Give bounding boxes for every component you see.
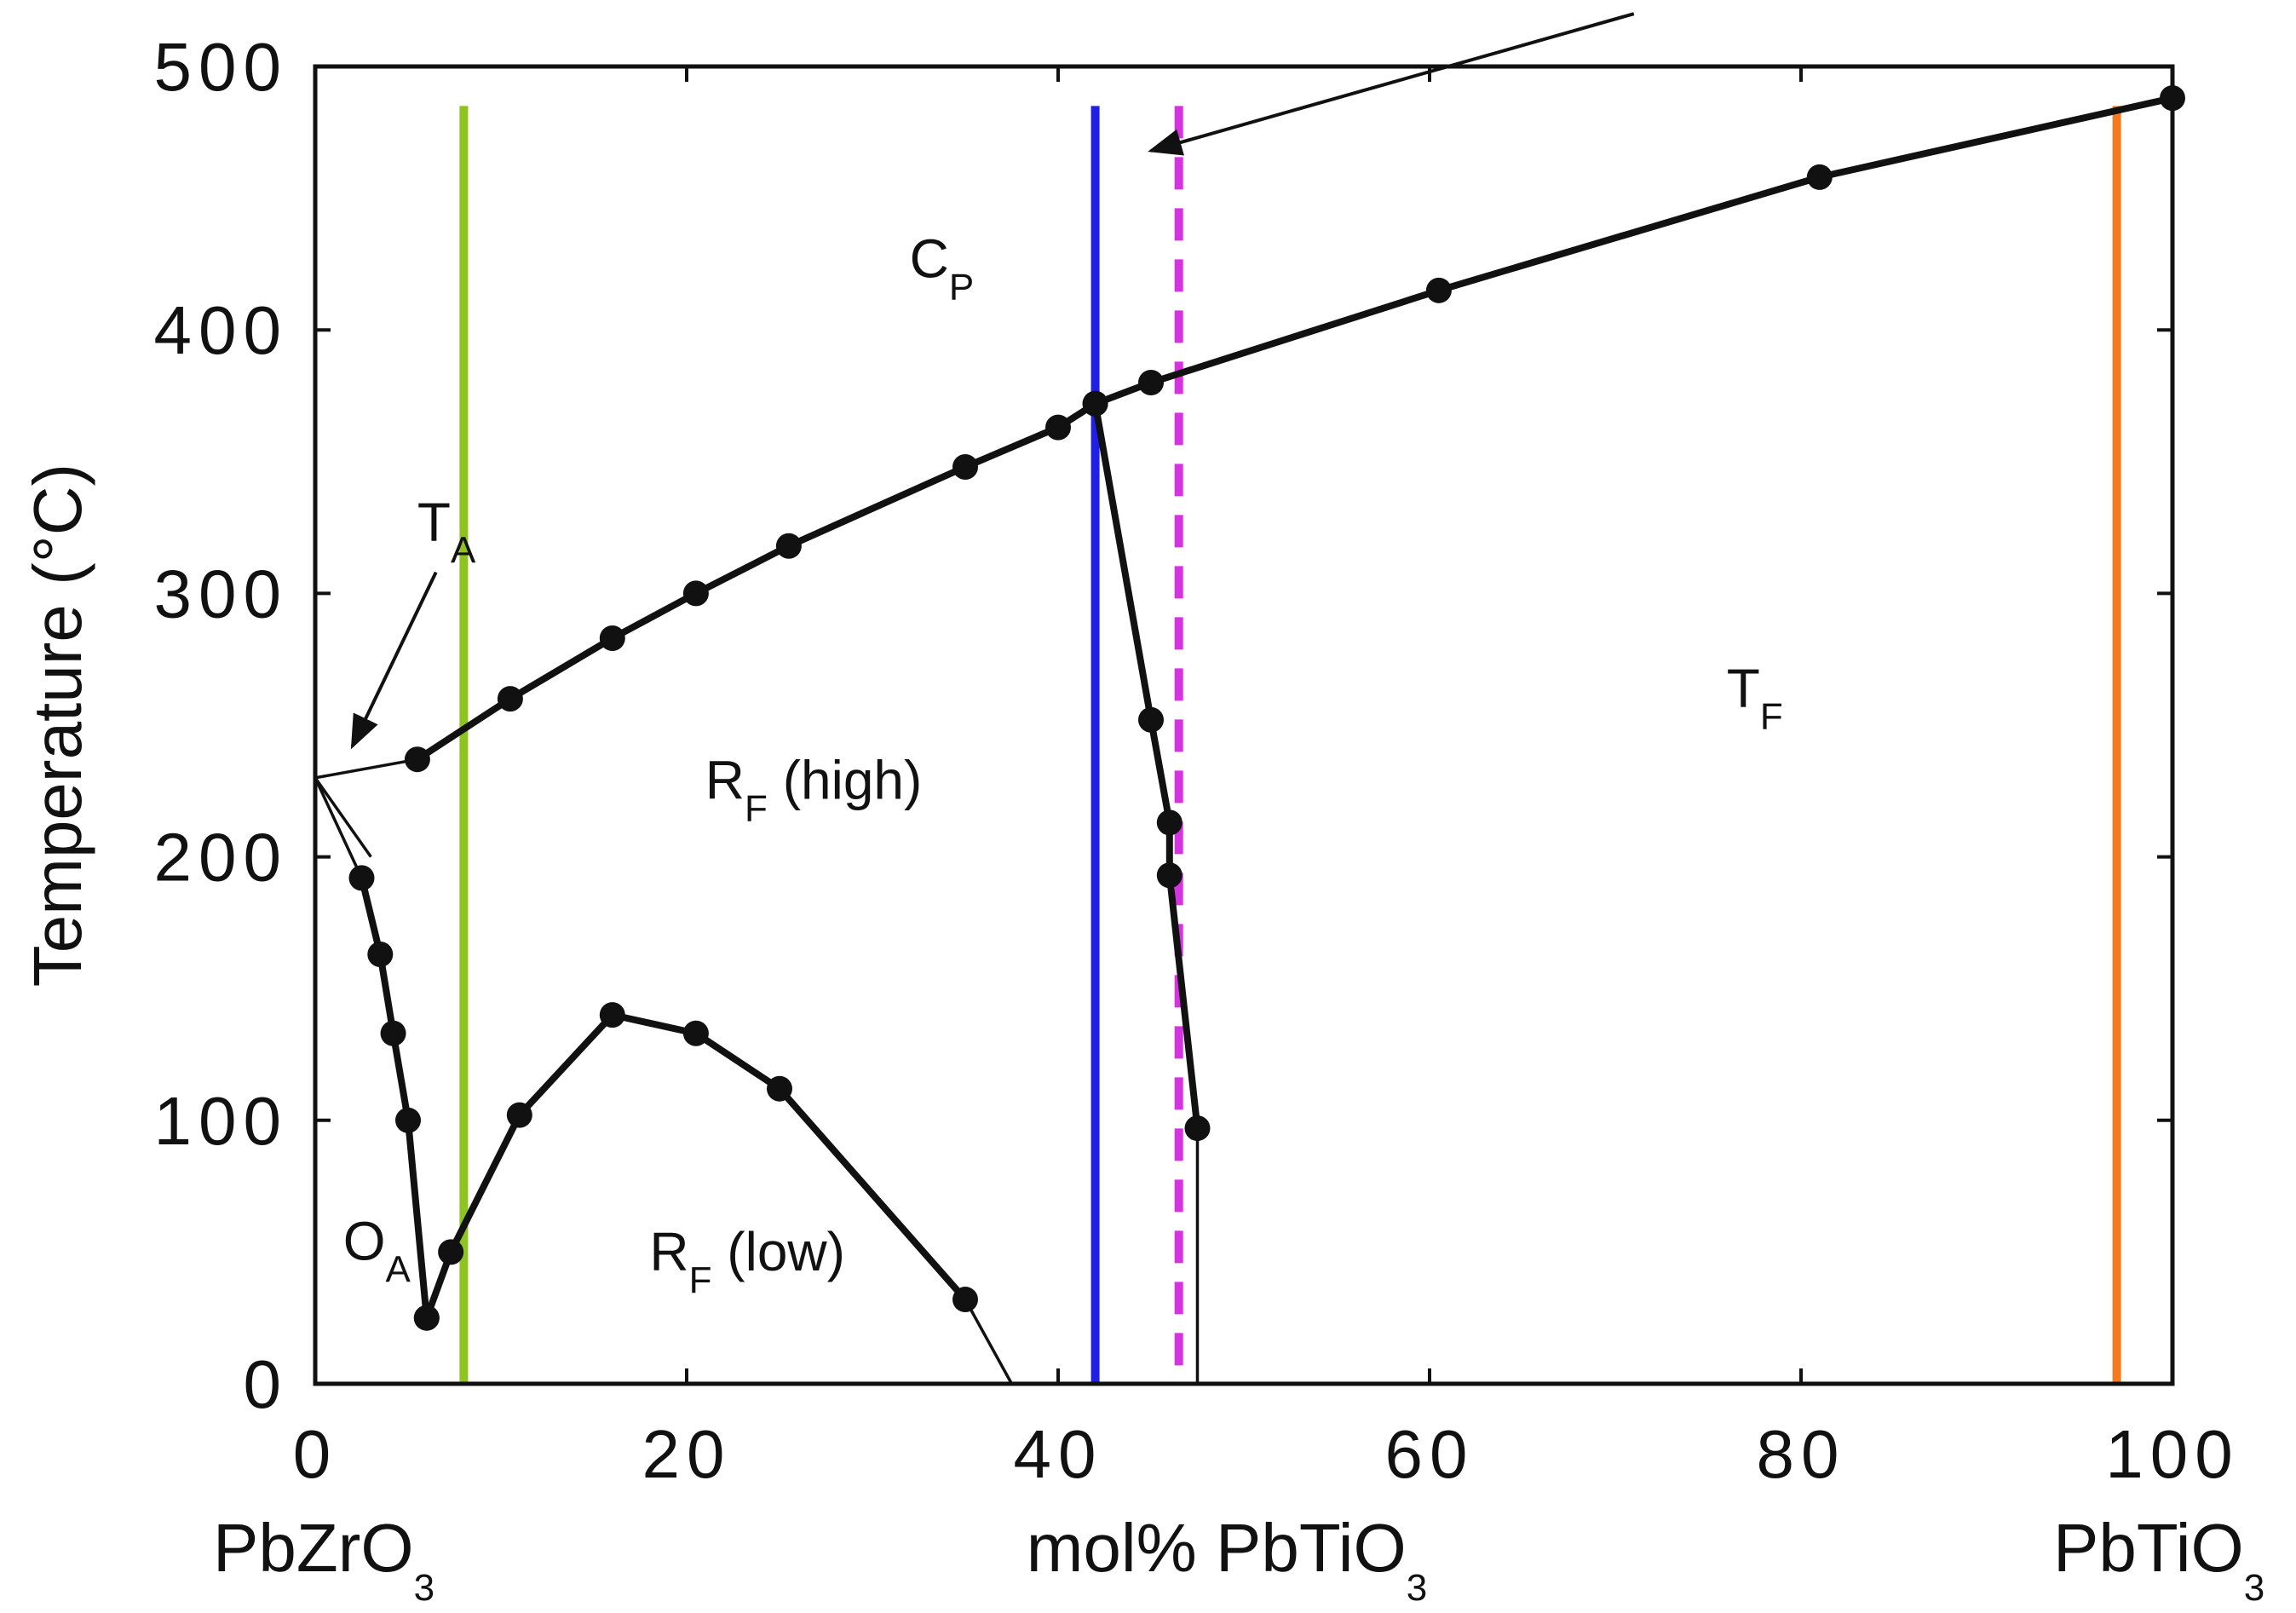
data-point (497, 686, 523, 712)
x-tick-label: 40 (1014, 1416, 1103, 1492)
region-label-sub: P (949, 266, 974, 308)
data-point (682, 580, 709, 607)
data-point (1156, 809, 1183, 836)
data-point (952, 453, 978, 480)
data-point (1425, 277, 1452, 303)
region-label-suffix: (high) (768, 750, 922, 811)
data-point (767, 1075, 792, 1102)
boundary-thin-line (314, 776, 372, 858)
region-label-sub: F (745, 788, 768, 830)
data-point (380, 1020, 406, 1046)
x-tick-label: 60 (1385, 1416, 1475, 1492)
data-point (1156, 862, 1183, 889)
region-label-main: R (705, 750, 745, 811)
region-label: TA (417, 492, 476, 572)
data-point (1138, 370, 1164, 396)
region-label-main: C (910, 228, 949, 289)
data-point (682, 1020, 709, 1046)
data-point (395, 1107, 421, 1133)
region-label-sub: A (385, 1249, 411, 1291)
end-label-left: PbZrO3 (213, 1510, 434, 1609)
plot-frame (313, 64, 2175, 1386)
region-label-sub: A (451, 530, 476, 572)
region-label-suffix: (low) (712, 1221, 845, 1282)
end-label-right-main: PbTiO (2053, 1510, 2244, 1586)
data-point (599, 625, 625, 651)
region-label: OA (343, 1211, 411, 1291)
region-label: RF (high) (705, 750, 923, 830)
x-axis-label: mol% PbTiO3 (1027, 1510, 1428, 1609)
x-tick-label: 0 (293, 1416, 338, 1492)
region-label-main: R (649, 1221, 688, 1282)
y-axis-label: Temperature (°C) (20, 464, 95, 987)
region-label: TF (1727, 657, 1783, 737)
annotation-arrow (1148, 12, 1635, 156)
data-point (1082, 390, 1108, 417)
series-line (415, 95, 2173, 763)
x-axis-label-sub: 3 (1407, 1567, 1427, 1609)
region-label-main: O (343, 1211, 386, 1272)
region-label-main: T (1727, 657, 1760, 718)
x-axis-label-main: mol% PbTiO (1027, 1510, 1407, 1586)
region-label: CP (910, 228, 975, 308)
data-point (599, 1002, 625, 1028)
annotation-arrow (350, 571, 438, 750)
region-label-sub: F (1760, 695, 1783, 737)
end-label-right: PbTiO3 (2053, 1510, 2264, 1609)
series-line (314, 758, 418, 780)
y-tick-label: 200 (154, 820, 288, 896)
x-tick-label: 80 (1757, 1416, 1846, 1492)
end-label-right-sub: 3 (2244, 1567, 2264, 1609)
data-point (1045, 414, 1071, 441)
y-tick-label: 300 (154, 556, 288, 631)
end-label-left-sub: 3 (414, 1567, 434, 1609)
region-label-main: T (417, 492, 451, 553)
y-tick-label: 500 (154, 29, 288, 105)
series-line (964, 1299, 1014, 1385)
region-label-sub: F (689, 1259, 712, 1301)
y-tick-label: 100 (154, 1083, 288, 1159)
y-tick-label: 400 (154, 292, 288, 368)
plot-layer (314, 12, 2185, 1385)
data-point (413, 1305, 440, 1331)
x-tick-label: 20 (642, 1416, 732, 1492)
end-label-left-main: PbZrO (213, 1510, 414, 1586)
x-tick-label: 100 (2105, 1416, 2239, 1492)
y-tick-label: 0 (244, 1346, 289, 1422)
data-point (1806, 164, 1833, 190)
data-point (438, 1239, 464, 1265)
data-point (367, 942, 394, 968)
data-point (1138, 706, 1164, 733)
data-point (775, 533, 802, 559)
data-point (506, 1102, 532, 1128)
region-label: RF (low) (649, 1221, 845, 1301)
series-line (314, 777, 364, 879)
